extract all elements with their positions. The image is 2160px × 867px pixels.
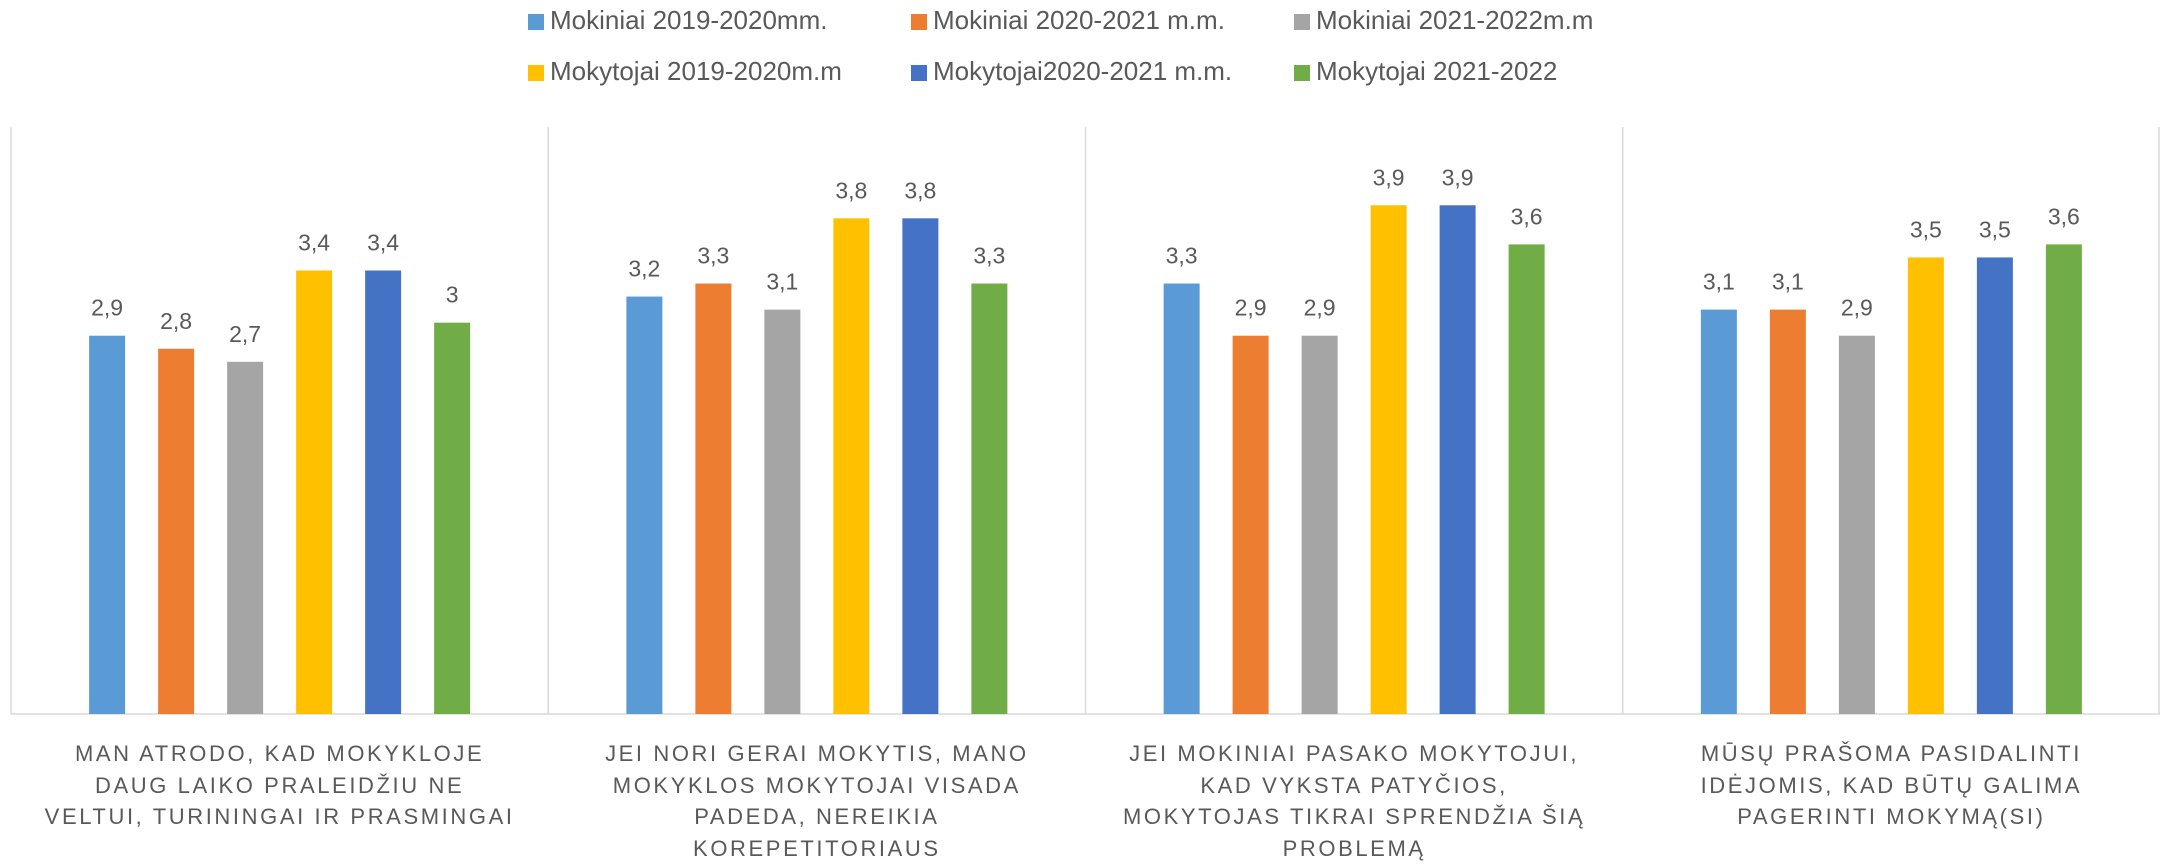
data-label: 3,5: [1979, 216, 2011, 242]
bar: [89, 335, 126, 714]
bar: [833, 218, 870, 715]
bar: [971, 283, 1008, 714]
legend-swatch: [528, 14, 544, 30]
data-label: 3,8: [904, 177, 936, 203]
bar: [902, 218, 939, 715]
data-label: 3,8: [835, 177, 867, 203]
bar: [626, 296, 663, 714]
bar: [1301, 335, 1338, 714]
legend-label: Mokytojai 2019-2020m.m: [550, 56, 842, 86]
data-label: 3,1: [766, 269, 798, 295]
data-label: 2,7: [229, 321, 261, 347]
x-tick-label: JEI MOKINIAI PASAKO MOKYTOJUI, KAD VYKST…: [1122, 741, 1586, 861]
data-label: 3,3: [697, 243, 729, 269]
data-label: 3,6: [2048, 203, 2080, 229]
data-label: 3,5: [1910, 216, 1942, 242]
legend-swatch: [911, 14, 927, 30]
x-tick-label: MŪSŲ PRAŠOMA PASIDALINTI IDĖJOMIS, KAD B…: [1700, 741, 2083, 829]
data-label: 2,9: [1304, 295, 1336, 321]
legend-swatch: [1294, 65, 1310, 81]
bar: [296, 270, 333, 714]
data-label: 3,4: [298, 229, 330, 255]
bar: [1163, 283, 1200, 714]
bar: [1508, 244, 1545, 714]
data-label: 2,9: [1235, 295, 1267, 321]
legend-label: Mokiniai 2021-2022m.m: [1316, 5, 1593, 35]
legend-swatch: [1294, 14, 1310, 30]
legend-swatch: [911, 65, 927, 81]
legend-label: Mokytojai2020-2021 m.m.: [933, 56, 1232, 86]
bar: [1769, 309, 1806, 714]
bar: [365, 270, 402, 714]
bar: [1907, 257, 1944, 714]
data-label: 3,3: [973, 243, 1005, 269]
bar: [1838, 335, 1875, 714]
legend-label: Mokytojai 2021-2022: [1316, 56, 1557, 86]
bar: [764, 309, 801, 714]
data-label: 3,1: [1703, 269, 1735, 295]
legend-label: Mokiniai 2019-2020mm.: [550, 5, 827, 35]
data-label: 3,6: [1511, 203, 1543, 229]
data-label: 2,9: [1841, 295, 1873, 321]
data-label: 3,9: [1442, 164, 1474, 190]
data-label: 3,2: [628, 256, 660, 282]
bar: [1700, 309, 1737, 714]
bar: [1439, 205, 1476, 714]
x-tick-label: JEI NORI GERAI MOKYTIS, MANO MOKYKLOS MO…: [605, 741, 1029, 861]
bar: [1232, 335, 1269, 714]
legend-label: Mokiniai 2020-2021 m.m.: [933, 5, 1225, 35]
x-tick-label: MAN ATRODO, KAD MOKYKLOJE DAUG LAIKO PRA…: [44, 741, 515, 829]
bar: [1370, 205, 1407, 714]
data-label: 3,1: [1772, 269, 1804, 295]
data-label: 3,3: [1166, 243, 1198, 269]
bar: [1976, 257, 2013, 714]
bar: [2045, 244, 2082, 714]
data-label: 3: [446, 282, 459, 308]
data-label: 3,9: [1373, 164, 1405, 190]
bar: [695, 283, 732, 714]
data-label: 3,4: [367, 229, 399, 255]
data-label: 2,9: [91, 295, 123, 321]
bar: [434, 322, 471, 714]
bar: [227, 361, 264, 714]
data-label: 2,8: [160, 308, 192, 334]
bar: [158, 348, 195, 714]
legend-swatch: [528, 65, 544, 81]
